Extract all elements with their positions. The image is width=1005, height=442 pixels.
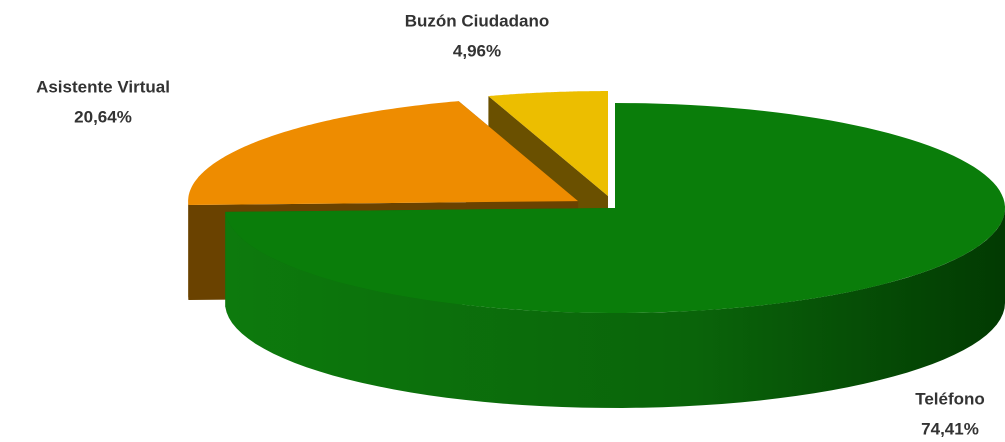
pie: [188, 91, 1005, 408]
slice-side: [225, 208, 1005, 408]
slice-label: Asistente Virtual: [36, 77, 170, 96]
slice-top: [488, 91, 608, 196]
slice-label: Buzón Ciudadano: [405, 11, 549, 30]
slice-top: [188, 101, 579, 205]
slice-top: [225, 103, 1005, 313]
slice-value-label: 20,64%: [74, 107, 132, 126]
slice-label: Teléfono: [915, 389, 985, 408]
slice-value-label: 4,96%: [453, 41, 501, 60]
slice-value-label: 74,41%: [921, 419, 979, 438]
labels: Buzón Ciudadano 4,96% Asistente Virtual 20,…: [36, 11, 985, 438]
